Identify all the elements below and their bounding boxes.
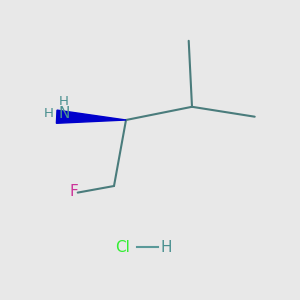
- Polygon shape: [56, 110, 126, 123]
- Text: F: F: [70, 184, 79, 200]
- Text: H: H: [43, 107, 53, 120]
- Text: N: N: [58, 106, 70, 121]
- Text: Cl: Cl: [116, 240, 130, 255]
- Text: H: H: [160, 240, 172, 255]
- Text: H: H: [59, 94, 69, 108]
